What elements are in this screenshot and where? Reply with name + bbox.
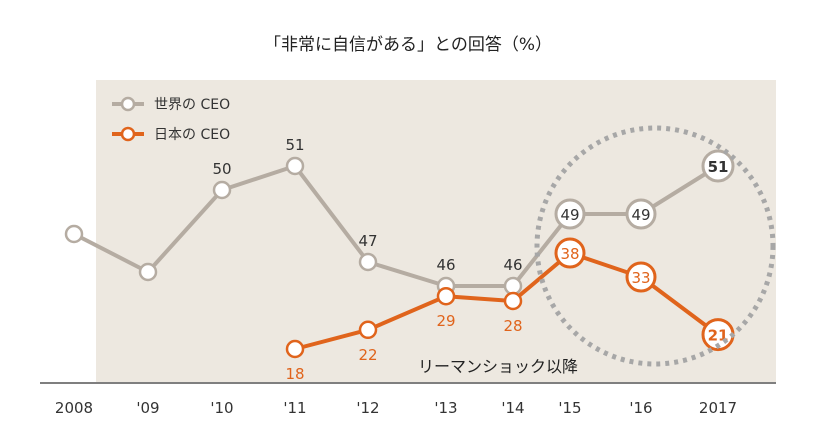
x-tick-label: '12 [356, 399, 379, 417]
world-ceo-point [212, 180, 232, 200]
world-ceo-point [285, 156, 305, 176]
legend-japan-label: 日本の CEO [154, 127, 230, 143]
world-ceo-point [701, 149, 735, 183]
world-ceo-data-label: 50 [212, 160, 231, 178]
world-ceo-point [625, 198, 657, 230]
japan-ceo-point [625, 261, 657, 293]
world-ceo-line [73, 164, 720, 288]
world-ceo-point [554, 198, 586, 230]
japan-ceo-data-label: 29 [436, 312, 455, 330]
japan-ceo-point [436, 286, 456, 306]
japan-ceo-data-label: 18 [285, 365, 304, 383]
world-ceo-data-label: 49 [560, 206, 579, 224]
x-tick-label: '13 [434, 399, 457, 417]
plot-background [96, 80, 776, 382]
post-crisis-annotation: リーマンショック以降 [418, 357, 578, 376]
japan-ceo-point [285, 339, 305, 359]
x-tick-label: '14 [501, 399, 524, 417]
x-tick-label: '09 [136, 399, 159, 417]
japan-ceo-data-label: 38 [560, 245, 579, 263]
world-ceo-data-label: 47 [358, 232, 377, 250]
world-ceo-data-label: 51 [708, 158, 729, 176]
x-tick-label: 2017 [699, 399, 737, 417]
chart-title: 「非常に自信がある」との回答（%） [264, 35, 552, 55]
japan-ceo-point [503, 291, 523, 311]
japan-ceo-data-label: 28 [503, 317, 522, 335]
legend-world-label: 世界の CEO [154, 97, 230, 113]
japan-ceo-data-label: 33 [631, 269, 650, 287]
japan-ceo-point [358, 320, 378, 340]
japan-ceo-data-label: 22 [358, 346, 377, 364]
x-tick-label: '10 [210, 399, 233, 417]
world-ceo-point [64, 224, 84, 244]
legend-japan-marker [120, 126, 136, 142]
world-ceo-point [138, 262, 158, 282]
legend: 世界の CEO 日本の CEO [112, 96, 230, 143]
x-tick-label: '15 [558, 399, 581, 417]
x-tick-label: 2008 [55, 399, 93, 417]
world-ceo-data-label: 46 [503, 256, 522, 274]
legend-world-marker [120, 96, 136, 112]
world-ceo-point [358, 252, 378, 272]
world-ceo-data-label: 49 [631, 206, 650, 224]
x-tick-label: '11 [283, 399, 306, 417]
world-ceo-data-label: 51 [285, 136, 304, 154]
japan-ceo-point [554, 237, 586, 269]
post-crisis-highlight-circle [534, 125, 776, 367]
x-tick-label: '16 [629, 399, 652, 417]
world-ceo-point [503, 276, 523, 296]
world-ceo-data-label: 46 [436, 256, 455, 274]
